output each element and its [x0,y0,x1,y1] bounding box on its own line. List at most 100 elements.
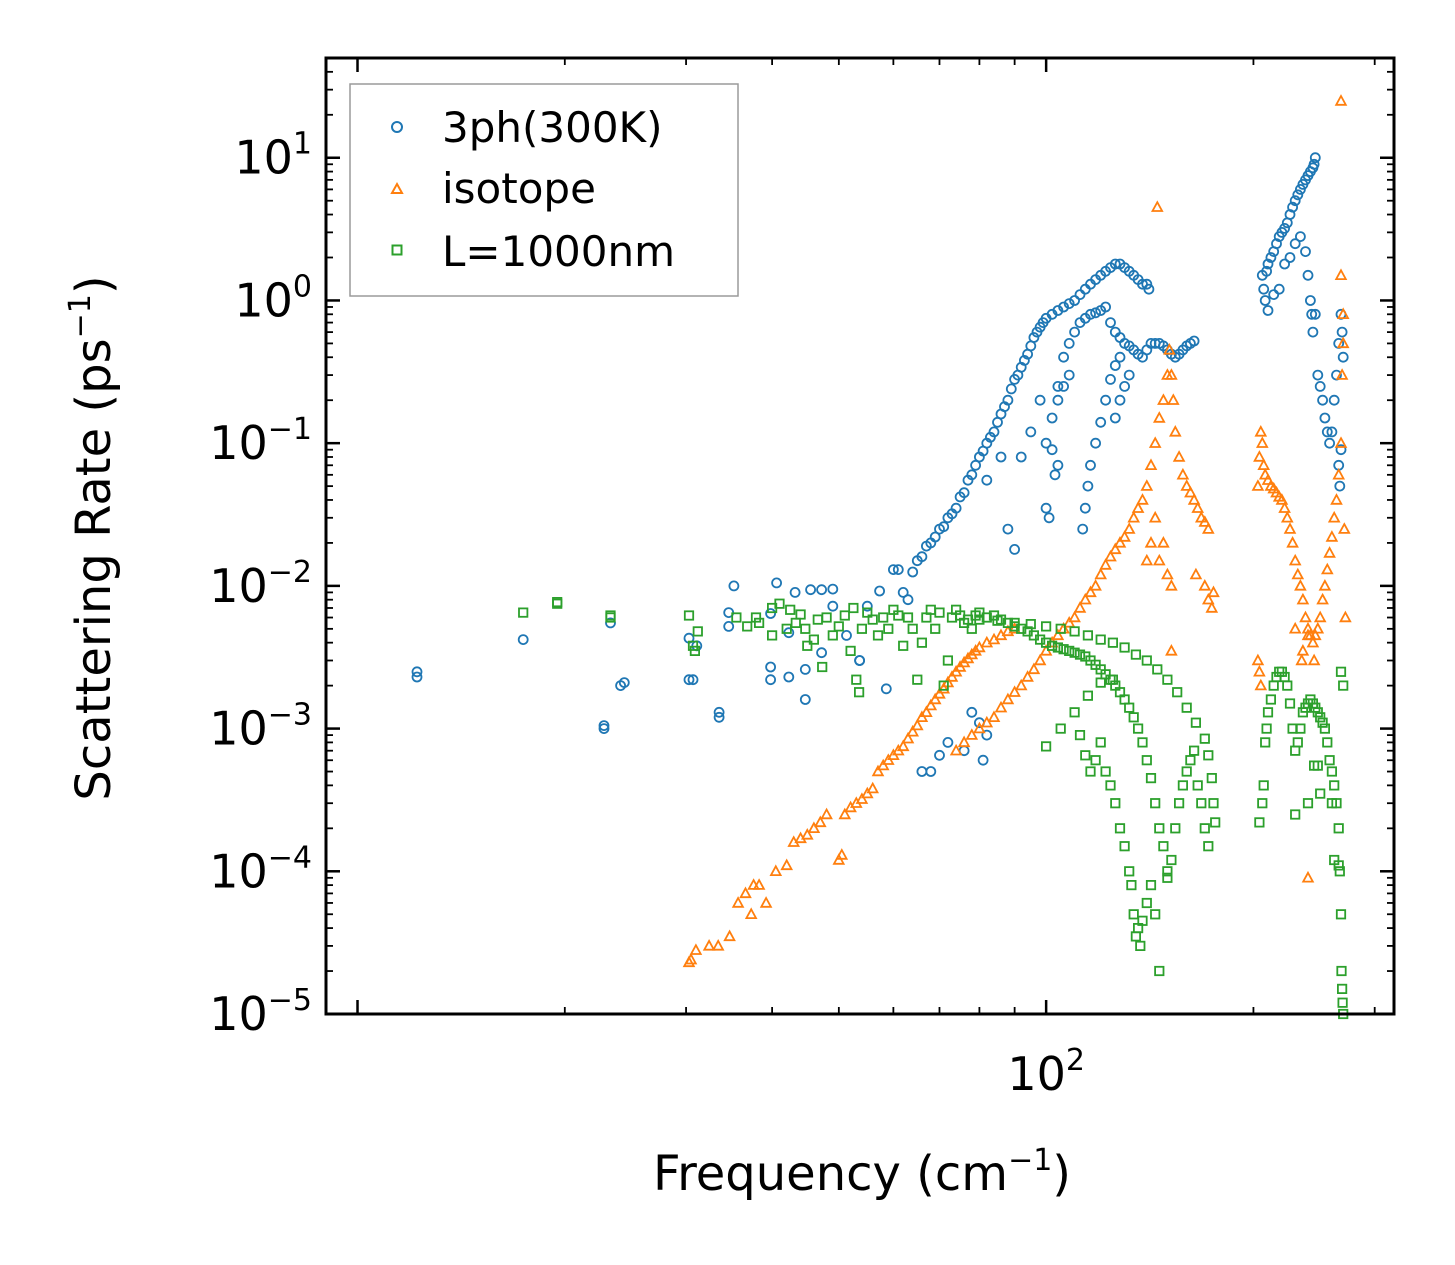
triangle-point-1-92 [1148,436,1162,448]
square-point-2-132 [1114,823,1126,834]
square-point-2-197 [1290,809,1301,820]
circle-point-0-4 [598,723,610,734]
circle-point-0-12 [713,706,725,718]
y-tick-label-4: 10−3 [209,698,312,756]
square-point-2-129 [1100,766,1111,777]
triangle-point-1-84 [1113,536,1127,548]
triangle-point-1-141 [1294,579,1307,591]
series-3ph(300K) [411,152,1349,777]
square-point-2-100 [1055,623,1066,634]
triangle-point-1-5 [723,929,736,942]
circle-point-0-8 [683,674,695,686]
triangle-point-1-10 [752,878,766,890]
triangle-point-1-170 [1301,628,1315,641]
square-point-2-10 [742,621,753,632]
square-point-2-152 [1189,745,1200,756]
triangle-point-1-117 [1198,579,1212,591]
triangle-point-1-100 [1172,450,1186,462]
circle-point-0-200 [1295,231,1306,243]
square-point-2-147 [1170,823,1181,834]
square-point-2-169 [1284,698,1296,709]
square-point-2-103 [1095,634,1106,645]
triangle-point-1-79 [1089,579,1102,591]
triangle-point-1-111 [1148,510,1162,523]
circle-point-0-61 [988,426,1000,438]
circle-point-0-171 [1258,283,1270,295]
square-point-2-121 [1082,690,1093,701]
circle-point-0-143 [1085,459,1096,471]
triangle-point-1-116 [1189,567,1203,580]
triangle-point-1-174 [1339,610,1352,623]
legend-label-3ph: 3ph(300K) [442,103,662,152]
circle-point-0-40 [902,594,914,606]
circle-point-0-159 [1119,380,1130,392]
square-point-2-75 [1074,649,1086,660]
triangle-point-1-149 [1313,610,1327,623]
circle-point-0-100 [995,451,1007,463]
circle-point-0-99 [981,474,993,486]
square-point-2-185 [1324,755,1335,766]
square-point-2-109 [1162,674,1173,685]
y-tick-label-5: 10−4 [209,840,312,898]
legend-marker-l1000nm [391,244,403,256]
y-tick-label-3: 10−2 [209,555,312,613]
triangle-point-1-103 [1184,485,1197,498]
triangle-point-1-27 [866,781,880,794]
triangle-point-1-164 [1334,94,1348,106]
circle-point-0-31 [841,630,852,641]
square-point-2-8 [692,626,703,637]
triangle-point-1-8 [744,907,758,919]
circle-point-0-18 [765,661,776,673]
triangle-point-1-118 [1201,592,1215,605]
square-point-2-33 [856,623,868,634]
triangle-point-1-114 [1161,567,1174,580]
square-point-2-204 [1333,860,1344,871]
square-point-2-108 [1152,664,1163,675]
square-point-2-19 [795,609,806,620]
square-point-2-112 [1190,717,1201,728]
triangle-point-1-150 [1316,592,1329,605]
square-point-2-43 [907,623,918,634]
triangle-point-1-50 [969,644,982,656]
triangle-point-1-124 [1253,450,1266,462]
square-point-2-20 [800,623,811,634]
triangle-point-1-74 [1062,616,1076,628]
triangle-point-1-18 [813,815,827,828]
legend-marker-isotope [390,181,404,194]
triangle-point-1-3 [702,939,716,951]
square-point-2-49 [934,607,945,618]
triangle-point-1-63 [994,700,1008,713]
square-point-2-148 [1174,798,1185,809]
x-tick-labels: 102 [1007,1043,1085,1101]
circle-point-0-28 [816,584,827,596]
square-point-2-173 [1295,723,1306,734]
square-point-2-113 [1199,733,1210,744]
triangle-point-1-157 [1332,467,1346,480]
circle-point-0-26 [805,584,816,596]
legend-label-isotope: isotope [442,164,596,213]
triangle-point-1-34 [901,731,915,744]
triangle-point-1-36 [910,718,924,731]
triangle-point-1-151 [1318,579,1332,591]
circle-point-0-41 [907,566,919,578]
square-point-2-189 [1333,823,1344,834]
square-point-2-107 [1141,655,1152,666]
square-point-2-96 [992,615,1003,626]
square-point-2-161 [1262,707,1274,718]
circle-point-0-48 [938,521,950,533]
square-point-2-194 [1337,997,1348,1008]
square-point-2-45 [916,637,928,648]
plot-frame [324,56,1396,1016]
triangle-point-1-110 [1144,536,1158,548]
square-point-2-184 [1322,737,1333,748]
square-point-2-35 [867,614,878,625]
square-point-2-133 [1119,841,1130,852]
circle-point-0-149 [1114,351,1126,363]
triangle-point-1-64 [1001,692,1015,705]
triangle-point-1-143 [1299,610,1312,623]
triangle-point-1-107 [1198,515,1212,527]
square-point-2-128 [1095,737,1106,748]
triangle-point-1-65 [1008,685,1021,697]
triangle-point-1-122 [1165,644,1178,656]
